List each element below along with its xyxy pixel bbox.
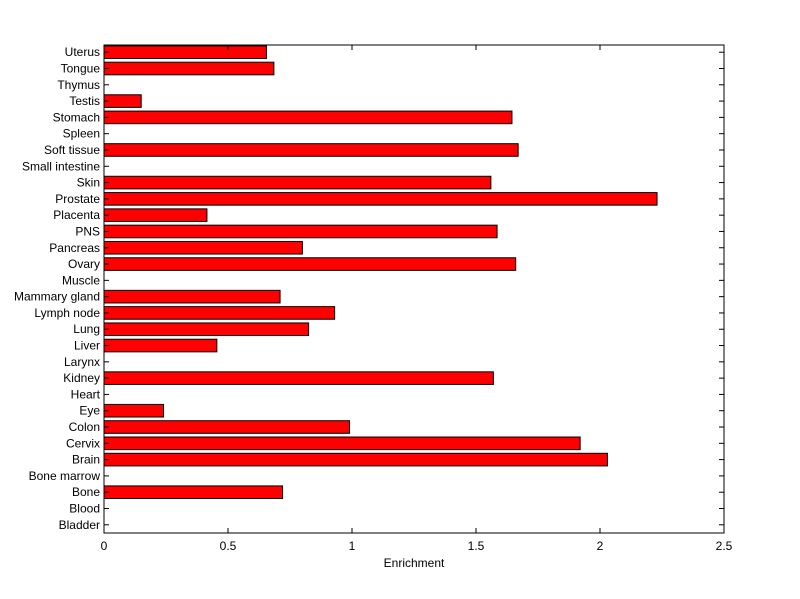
y-tick-labels-group: Bladder Blood Bone Bone marrow Brain Cervix Co… xyxy=(14,45,101,532)
y-tick-label: Cervix xyxy=(66,436,100,450)
bar-brain xyxy=(103,452,608,467)
bar-skin xyxy=(103,175,492,190)
y-tick-label: Spleen xyxy=(63,127,100,141)
bar-mammary-gland xyxy=(103,289,281,304)
bar-lymph-node xyxy=(103,306,336,320)
bar-kidney xyxy=(103,371,494,385)
y-tick-label: Uterus xyxy=(65,45,100,59)
y-tick-label: Testis xyxy=(69,94,100,108)
bar-uterus xyxy=(103,45,267,60)
bar-tongue xyxy=(103,61,275,76)
bar-testis xyxy=(103,94,142,108)
y-tick-label: Colon xyxy=(69,420,100,434)
y-tick-label: Kidney xyxy=(63,371,100,385)
y-tick-label: Lymph node xyxy=(34,306,100,320)
bar-stomach xyxy=(103,110,513,125)
bar-ovary xyxy=(103,257,517,271)
y-tick-label: PNS xyxy=(75,224,100,238)
x-tick-labels-group: 0 0.5 1 1.5 2 2.5 xyxy=(101,539,733,553)
y-tick-label: Bone marrow xyxy=(29,469,101,483)
y-tick-label: Prostate xyxy=(55,192,100,206)
y-tick-label: Ovary xyxy=(68,257,100,271)
bar-liver xyxy=(103,338,218,353)
bar-eye xyxy=(103,403,165,418)
bar-placenta xyxy=(103,208,208,222)
y-tick-label: Eye xyxy=(79,404,100,418)
bar-bone xyxy=(103,485,284,500)
y-tick-label: Bladder xyxy=(59,518,100,532)
y-tick-label: Larynx xyxy=(64,355,100,369)
bar-soft-tissue xyxy=(103,143,519,157)
y-tick-label: Placenta xyxy=(53,208,100,222)
y-tick-label: Soft tissue xyxy=(44,143,100,157)
bar-prostate xyxy=(103,192,658,206)
y-tick-label: Stomach xyxy=(53,110,100,124)
y-tick-label: Lung xyxy=(73,322,100,336)
y-tick-label: Blood xyxy=(69,502,100,516)
y-tick-label: Heart xyxy=(71,387,101,401)
x-tick-label: 0.5 xyxy=(220,539,237,553)
bar-pancreas xyxy=(103,240,303,255)
y-tick-label: Bone xyxy=(72,485,100,499)
y-tick-label: Skin xyxy=(77,176,100,190)
x-tick-label: 1 xyxy=(349,539,356,553)
bar-cervix xyxy=(103,436,581,451)
y-tick-label: Tongue xyxy=(61,61,101,75)
x-tick-label: 2 xyxy=(597,539,604,553)
x-tick-label: 2.5 xyxy=(716,539,733,553)
bar-colon xyxy=(103,420,351,434)
x-axis-title: Enrichment xyxy=(384,556,445,570)
x-tick-label: 0 xyxy=(101,539,108,553)
y-tick-label: Small intestine xyxy=(22,159,100,173)
y-tick-label: Liver xyxy=(74,339,100,353)
y-tick-label: Pancreas xyxy=(49,241,100,255)
y-tick-label: Muscle xyxy=(62,273,100,287)
x-tick-label: 1.5 xyxy=(468,539,485,553)
plot-frame xyxy=(103,44,725,534)
plot-background xyxy=(104,45,724,533)
bar-pns xyxy=(103,224,498,239)
y-tick-label: Brain xyxy=(72,453,100,467)
y-tick-label: Thymus xyxy=(57,78,100,92)
bar-lung xyxy=(103,322,310,337)
y-tick-label: Mammary gland xyxy=(14,290,100,304)
